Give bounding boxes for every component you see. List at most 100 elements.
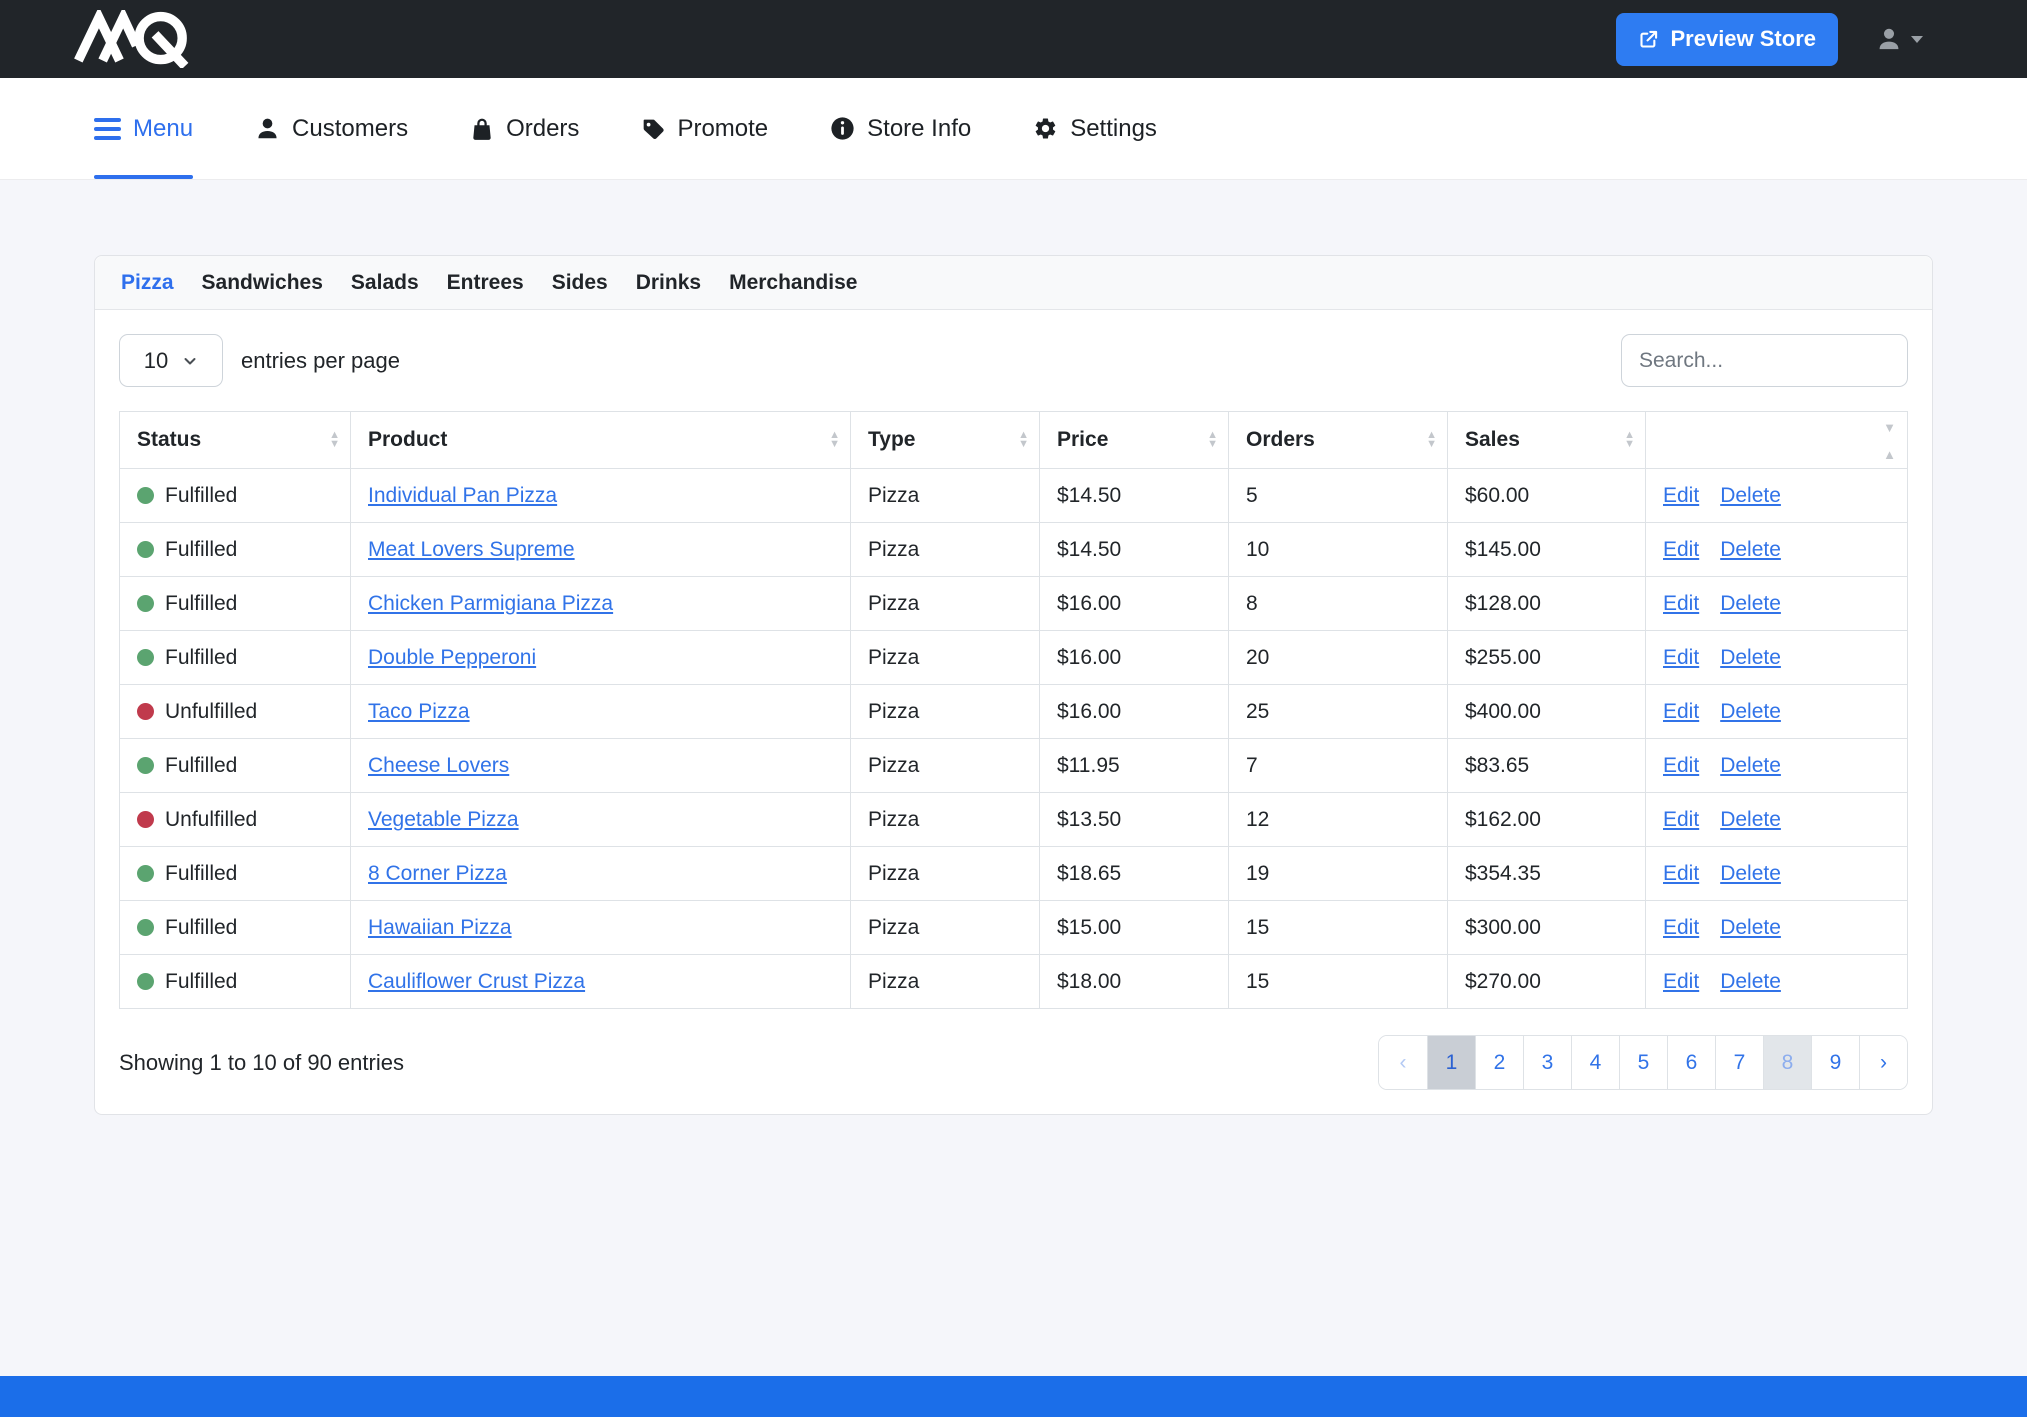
pagination-page-5[interactable]: 5 (1619, 1036, 1667, 1089)
delete-link[interactable]: Delete (1720, 753, 1781, 777)
edit-link[interactable]: Edit (1663, 537, 1700, 561)
delete-link[interactable]: Delete (1720, 483, 1781, 507)
delete-link[interactable]: Delete (1720, 645, 1781, 669)
product-cell: 8 Corner Pizza (350, 846, 851, 901)
search-input[interactable] (1621, 334, 1908, 387)
edit-link[interactable]: Edit (1663, 807, 1700, 831)
tab-merchandise[interactable]: Merchandise (729, 270, 858, 294)
sort-icon: ▲ ▼ (829, 429, 840, 450)
sales-cell: $400.00 (1447, 684, 1646, 739)
product-link[interactable]: Hawaiian Pizza (368, 915, 512, 939)
table-header-row: Status ▲ ▼ Product ▲ ▼ Type ▲ ▼ Price ▲ ▼ Orders… (119, 411, 1908, 469)
column-header-orders[interactable]: Orders ▲ ▼ (1228, 411, 1448, 469)
status-cell: Fulfilled (119, 576, 351, 631)
table-row: Fulfilled Hawaiian Pizza Pizza $15.00 15 $300… (119, 900, 1908, 955)
product-link[interactable]: 8 Corner Pizza (368, 861, 507, 885)
nav-label: Menu (133, 114, 194, 142)
menu-card: Pizza Sandwiches Salads Entrees Sides Dr… (94, 255, 1933, 1115)
status-cell: Unfulfilled (119, 792, 351, 847)
entries-per-page-select[interactable]: 10 (119, 334, 223, 387)
delete-link[interactable]: Delete (1720, 699, 1781, 723)
fulfilled-dot-icon (137, 919, 154, 936)
sort-icon: ▼ (1883, 420, 1896, 435)
entries-per-page-label: entries per page (241, 347, 400, 373)
delete-link[interactable]: Delete (1720, 591, 1781, 615)
product-cell: Chicken Parmigiana Pizza (350, 576, 851, 631)
status-text: Fulfilled (165, 591, 238, 615)
sort-icon: ▲ ▼ (329, 429, 340, 450)
product-cell: Cauliflower Crust Pizza (350, 954, 851, 1009)
edit-link[interactable]: Edit (1663, 591, 1700, 615)
preview-store-button[interactable]: Preview Store (1616, 12, 1838, 66)
nav-item-menu[interactable]: Menu (94, 78, 194, 179)
nav-label: Orders (506, 114, 580, 142)
orders-cell: 5 (1228, 468, 1448, 523)
product-link[interactable]: Meat Lovers Supreme (368, 537, 575, 561)
edit-link[interactable]: Edit (1663, 753, 1700, 777)
category-tabs: Pizza Sandwiches Salads Entrees Sides Dr… (95, 256, 1932, 310)
pagination-prev-button[interactable]: ‹ (1379, 1036, 1427, 1089)
edit-link[interactable]: Edit (1663, 915, 1700, 939)
table-row: Fulfilled 8 Corner Pizza Pizza $18.65 19 $354… (119, 846, 1908, 901)
column-header-status[interactable]: Status ▲ ▼ (119, 411, 351, 469)
nav-item-promote[interactable]: Promote (641, 78, 768, 179)
delete-link[interactable]: Delete (1720, 969, 1781, 993)
table-row: Fulfilled Chicken Parmigiana Pizza Pizza $1… (119, 576, 1908, 631)
pagination-next-button[interactable]: › (1859, 1036, 1907, 1089)
pagination-page-7[interactable]: 7 (1715, 1036, 1763, 1089)
tab-sides[interactable]: Sides (551, 270, 608, 294)
pagination-page-2[interactable]: 2 (1475, 1036, 1523, 1089)
column-header-type[interactable]: Type ▲ ▼ (850, 411, 1040, 469)
status-cell: Fulfilled (119, 522, 351, 577)
status-text: Fulfilled (165, 861, 238, 885)
tag-icon (644, 119, 665, 139)
pagination-page-3[interactable]: 3 (1523, 1036, 1571, 1089)
column-header-product[interactable]: Product ▲ ▼ (350, 411, 851, 469)
delete-link[interactable]: Delete (1720, 915, 1781, 939)
delete-link[interactable]: Delete (1720, 861, 1781, 885)
nav-item-orders[interactable]: Orders (470, 78, 579, 179)
delete-link[interactable]: Delete (1720, 807, 1781, 831)
column-header-price[interactable]: Price ▲ ▼ (1039, 411, 1229, 469)
pagination-page-8[interactable]: 8 (1763, 1036, 1811, 1089)
edit-link[interactable]: Edit (1663, 483, 1700, 507)
nav-item-customers[interactable]: Customers (255, 78, 408, 179)
tab-entrees[interactable]: Entrees (446, 270, 524, 294)
active-tab-underline (94, 175, 194, 179)
pagination-page-9[interactable]: 9 (1811, 1036, 1859, 1089)
user-menu[interactable] (1876, 26, 1923, 52)
price-cell: $11.95 (1039, 738, 1229, 793)
tab-pizza[interactable]: Pizza (121, 270, 174, 294)
edit-link[interactable]: Edit (1663, 645, 1700, 669)
product-link[interactable]: Vegetable Pizza (368, 807, 519, 831)
pagination-page-4[interactable]: 4 (1571, 1036, 1619, 1089)
product-link[interactable]: Individual Pan Pizza (368, 483, 558, 507)
unfulfilled-dot-icon (137, 811, 154, 828)
status-cell: Fulfilled (119, 630, 351, 685)
delete-link[interactable]: Delete (1720, 537, 1781, 561)
product-link[interactable]: Taco Pizza (368, 699, 470, 723)
product-link[interactable]: Cheese Lovers (368, 753, 510, 777)
orders-cell: 20 (1228, 630, 1448, 685)
pagination-page-1[interactable]: 1 (1427, 1036, 1475, 1089)
column-header-actions[interactable]: ▼ ▲ (1645, 411, 1908, 469)
tab-drinks[interactable]: Drinks (635, 270, 702, 294)
fulfilled-dot-icon (137, 649, 154, 666)
product-link[interactable]: Cauliflower Crust Pizza (368, 969, 586, 993)
product-link[interactable]: Double Pepperoni (368, 645, 537, 669)
column-header-sales[interactable]: Sales ▲ ▼ (1447, 411, 1646, 469)
status-cell: Fulfilled (119, 900, 351, 955)
nav-item-store-info[interactable]: Store Info (830, 78, 971, 179)
tab-salads[interactable]: Salads (350, 270, 419, 294)
tab-sandwiches[interactable]: Sandwiches (201, 270, 323, 294)
edit-link[interactable]: Edit (1663, 861, 1700, 885)
nav-item-settings[interactable]: Settings (1033, 78, 1157, 179)
pagination-page-6[interactable]: 6 (1667, 1036, 1715, 1089)
sort-icon: ▲ ▼ (1624, 429, 1635, 450)
fulfilled-dot-icon (137, 595, 154, 612)
logo[interactable] (68, 10, 200, 68)
edit-link[interactable]: Edit (1663, 699, 1700, 723)
product-link[interactable]: Chicken Parmigiana Pizza (368, 591, 614, 615)
sales-cell: $60.00 (1447, 468, 1646, 523)
edit-link[interactable]: Edit (1663, 969, 1700, 993)
